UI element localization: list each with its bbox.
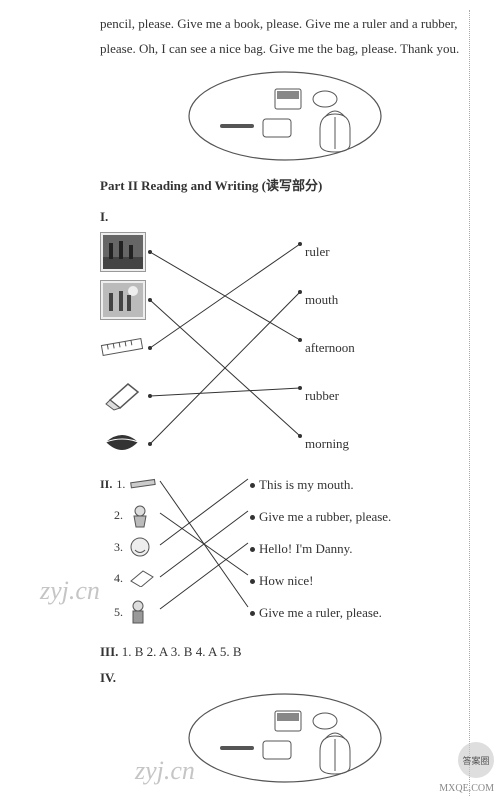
section-4-label: IV.: [100, 666, 470, 691]
section-1-label: I.: [100, 205, 470, 230]
part2-heading: Part II Reading and Writing (读写部分): [100, 174, 470, 199]
section-3-label: III.: [100, 644, 118, 659]
match2-lines: [100, 471, 400, 636]
corner-site-text: MXQE.COM: [439, 783, 494, 794]
stationery-oval-top: [185, 69, 385, 164]
matching-exercise-2: II. 1. 2. 3. 4. 5. This is my mouth. Giv…: [100, 471, 470, 636]
stationery-oval-bottom: zyj.cn: [185, 691, 385, 786]
section-3: III. 1. B 2. A 3. B 4. A 5. B: [100, 640, 470, 665]
page-content: pencil, please. Give me a book, please. …: [0, 0, 500, 806]
watermark-1: zyj.cn: [40, 566, 100, 615]
matching-exercise-1: ruler mouth afternoon rubber morning: [100, 232, 470, 467]
section-3-answers: 1. B 2. A 3. B 4. A 5. B: [122, 644, 242, 659]
match1-lines: [100, 232, 360, 467]
corner-badge-circle: 答案圈: [458, 742, 494, 778]
intro-paragraph: pencil, please. Give me a book, please. …: [100, 12, 470, 61]
